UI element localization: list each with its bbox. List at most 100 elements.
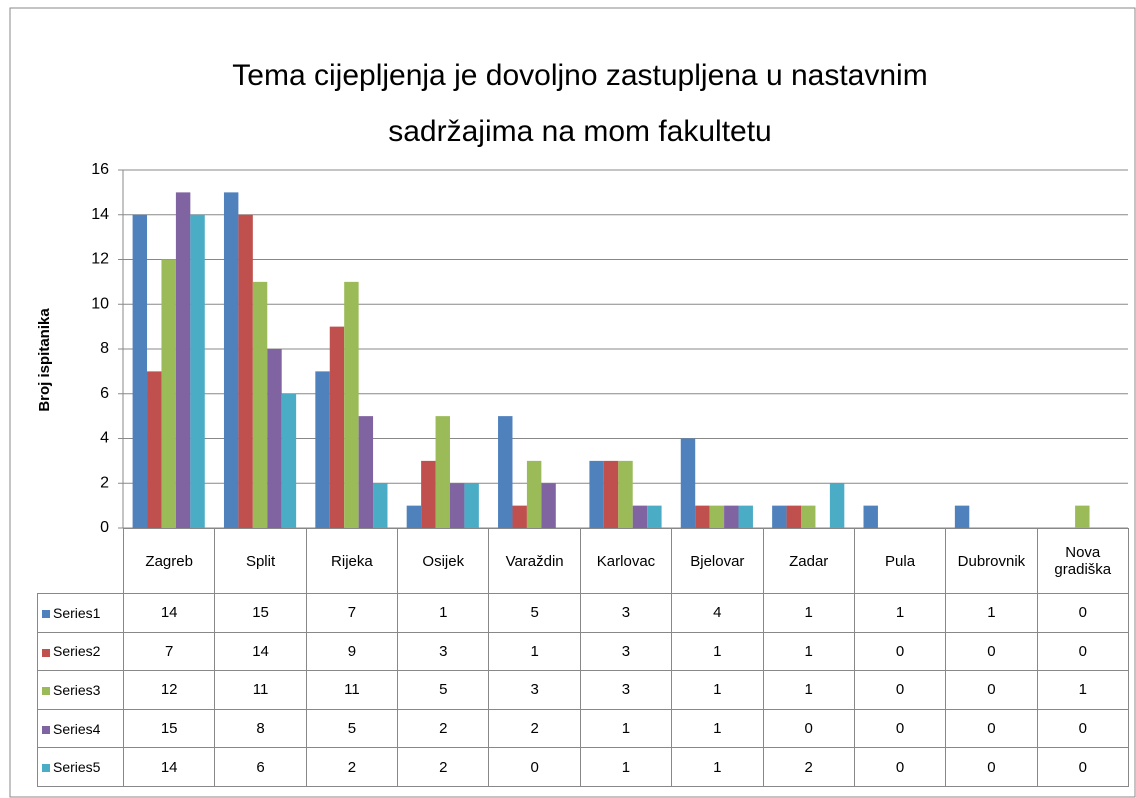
- table-row: Series2 7 14 9 3 1 3 1 1 0 0 0: [37, 631, 1129, 672]
- bar: [801, 505, 816, 528]
- legend-entry: Series2: [37, 631, 124, 672]
- table-value: 3: [397, 631, 490, 672]
- table-value: 0: [762, 708, 855, 749]
- table-value: 2: [762, 747, 855, 787]
- chart-title: Tema cijepljenja je dovoljno zastupljena…: [232, 59, 928, 148]
- bar: [373, 483, 388, 528]
- legend-key: [42, 610, 50, 619]
- bar: [267, 349, 282, 528]
- table-value: 7: [305, 593, 399, 633]
- table-value: 4: [671, 593, 764, 633]
- table-value: 11: [214, 670, 307, 710]
- table-corner: [37, 528, 124, 594]
- table-value: 0: [945, 747, 1038, 787]
- table-value: 5: [488, 593, 581, 633]
- legend-key: [42, 764, 50, 773]
- legend-key: [42, 725, 50, 734]
- bar: [281, 393, 297, 528]
- y-tick-label: 14: [91, 206, 109, 223]
- table-value: 5: [397, 670, 490, 710]
- table-value: 1: [762, 670, 855, 710]
- data-table: Zagreb Split Rijeka Osijek Varaždin Karlovac B…: [37, 528, 1129, 787]
- table-row: Series4 15 8 5 2 2 1 1 0 0 0 0: [37, 708, 1129, 749]
- table-value: 0: [945, 708, 1038, 749]
- bar: [421, 460, 436, 528]
- table-row: Series3 12 11 11 5 3 3 1 1 0 0 1: [37, 670, 1129, 710]
- y-tick-label: 8: [100, 340, 109, 357]
- bar: [406, 505, 422, 528]
- bar: [526, 460, 542, 528]
- y-tick-label: 10: [91, 295, 109, 312]
- bar: [449, 483, 465, 528]
- bar: [190, 214, 205, 528]
- x-tick-label: Zadar: [762, 528, 855, 594]
- table-value: 0: [945, 670, 1038, 710]
- x-tick-label: Pula: [853, 528, 947, 594]
- table-value: 0: [1036, 747, 1129, 787]
- legend-entry: Series3: [37, 670, 124, 710]
- x-tick-label: Bjelovar: [671, 528, 764, 594]
- y-tick-label: 16: [91, 161, 109, 178]
- table-value: 1: [945, 593, 1038, 633]
- legend-label: Series4: [53, 720, 101, 737]
- bar: [647, 505, 662, 528]
- bar: [709, 505, 725, 528]
- table-value: 2: [397, 708, 490, 749]
- bar: [829, 483, 845, 528]
- table-row: Series5 14 6 2 2 0 1 1 2 0 0 0: [37, 747, 1129, 787]
- bar: [344, 281, 359, 528]
- table-value: 11: [305, 670, 399, 710]
- table-value: 1: [671, 747, 764, 787]
- bar: [252, 281, 268, 528]
- table-value: 3: [579, 631, 673, 672]
- table-value: 0: [945, 631, 1038, 672]
- table-header-row: Zagreb Split Rijeka Osijek Varaždin Karlovac B…: [37, 528, 1129, 594]
- x-tick-label: Dubrovnik: [945, 528, 1038, 594]
- legend-label: Series3: [53, 681, 101, 698]
- table-value: 3: [579, 670, 673, 710]
- bar: [435, 416, 450, 528]
- table-value: 14: [214, 631, 307, 672]
- table-value: 0: [1036, 708, 1129, 749]
- table-value: 14: [122, 593, 216, 633]
- table-value: 1: [762, 593, 855, 633]
- table-value: 2: [397, 747, 490, 787]
- table-value: 0: [853, 708, 947, 749]
- table-value: 1: [1036, 670, 1129, 710]
- bar: [541, 483, 556, 528]
- bar: [1075, 505, 1090, 528]
- table-value: 0: [488, 747, 581, 787]
- y-tick-label: 12: [91, 251, 109, 268]
- table-value: 8: [214, 708, 307, 749]
- table-value: 0: [853, 747, 947, 787]
- table-value: 1: [671, 708, 764, 749]
- table-value: 6: [214, 747, 307, 787]
- bar: [175, 192, 191, 528]
- table-row: Series1 14 15 7 1 5 3 4 1 1 1 0: [37, 593, 1129, 633]
- chart-border: [9, 7, 1136, 798]
- bar: [315, 371, 330, 528]
- bar: [738, 505, 753, 528]
- x-tick-label: Zagreb: [122, 528, 216, 594]
- bar: [238, 214, 253, 528]
- bar: [695, 505, 710, 528]
- bar: [632, 505, 648, 528]
- bar: [603, 460, 619, 528]
- bar: [954, 505, 970, 528]
- legend-key: [42, 687, 50, 696]
- bar: [223, 192, 239, 528]
- table-value: 1: [488, 631, 581, 672]
- table-value: 0: [853, 631, 947, 672]
- y-tick-label: 6: [100, 385, 109, 402]
- bar: [786, 505, 802, 528]
- bar: [680, 438, 696, 528]
- table-value: 1: [762, 631, 855, 672]
- x-tick-label: Karlovac: [579, 528, 673, 594]
- table-value: 1: [579, 747, 673, 787]
- x-tick-label: Osijek: [397, 528, 490, 594]
- legend-key: [42, 648, 50, 657]
- table-value: 0: [853, 670, 947, 710]
- table-value: 2: [305, 747, 399, 787]
